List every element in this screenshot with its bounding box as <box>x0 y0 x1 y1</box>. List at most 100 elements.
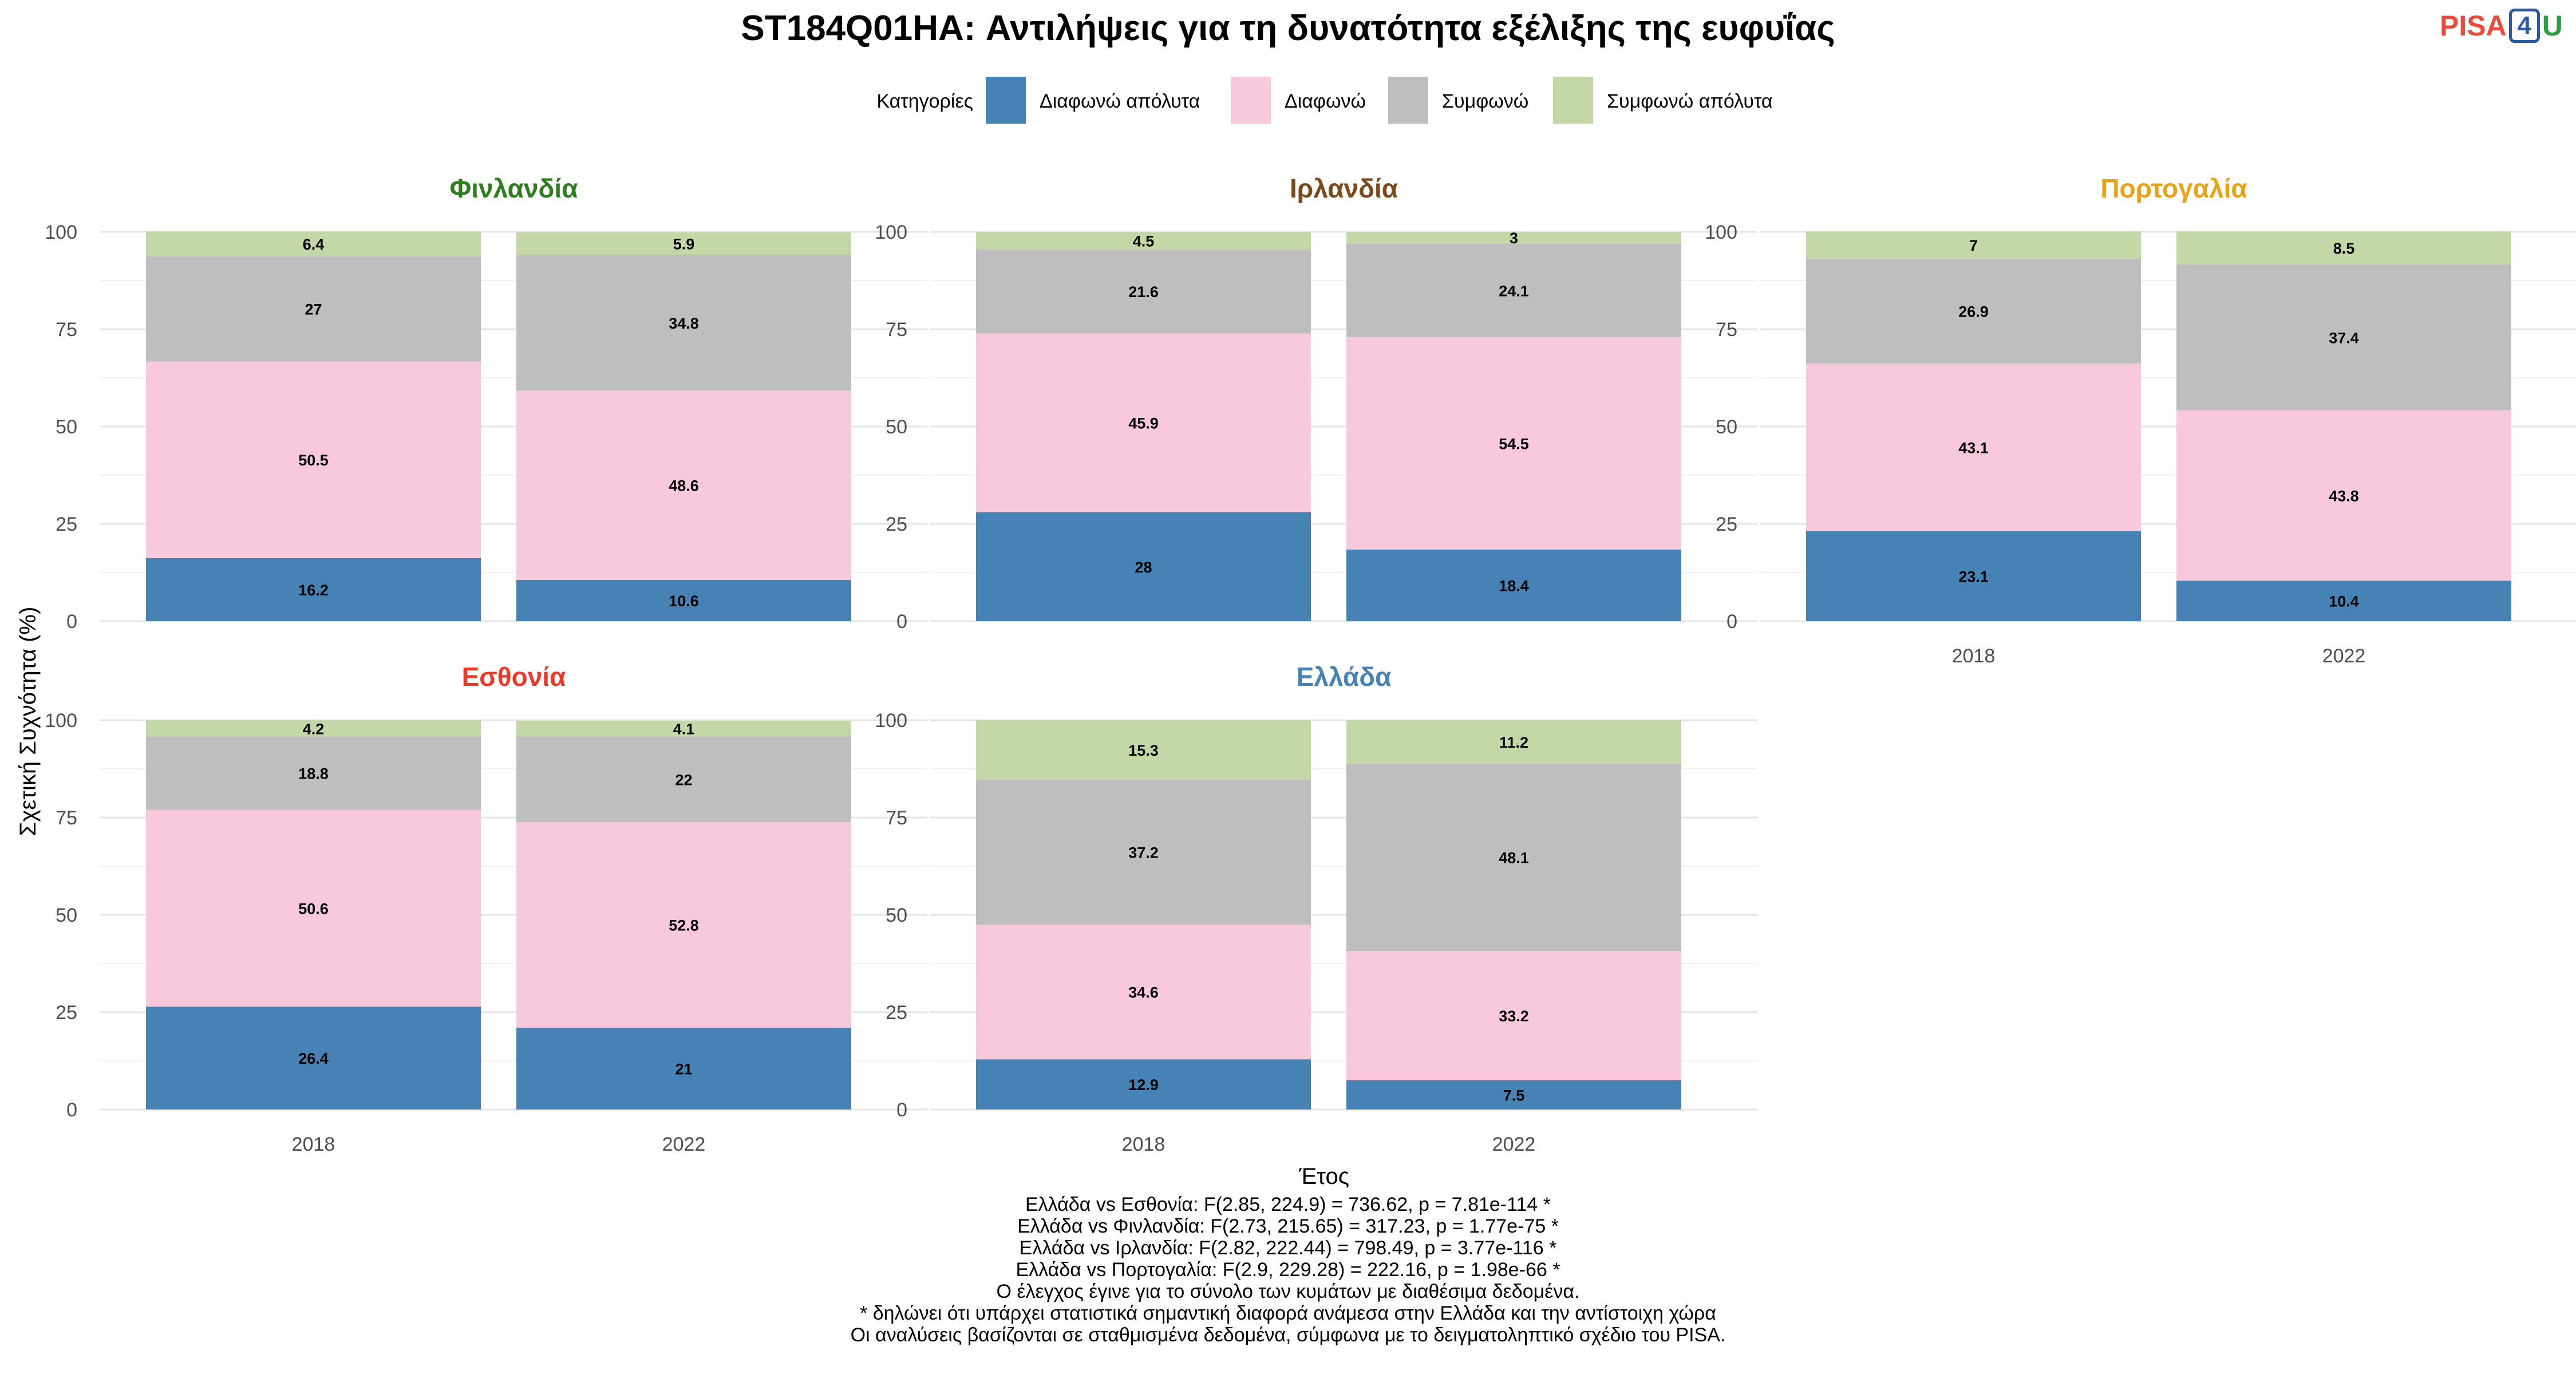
bar-segment-estonia-2018 <box>146 736 481 810</box>
data-label: 22 <box>675 771 692 788</box>
bar-segment-ireland-2018 <box>976 232 1311 250</box>
y-axis-title: Σχετική Συχνότητα (%) <box>15 607 41 836</box>
data-label: 43.8 <box>2329 487 2359 504</box>
bar-segment-ireland-2022 <box>1346 232 1681 244</box>
data-label: 16.2 <box>298 582 329 599</box>
data-label: 26.4 <box>298 1050 329 1067</box>
data-label: 34.8 <box>669 315 699 332</box>
bar-segment-finland-2018 <box>146 361 481 558</box>
data-label: 18.4 <box>1499 577 1529 594</box>
data-label: 28 <box>1135 559 1152 576</box>
facet-title-portugal: Πορτογαλία <box>2100 173 2247 203</box>
data-label: 48.6 <box>669 477 699 495</box>
logo-text-pisa: PISA <box>2440 10 2507 42</box>
bar-segment-portugal-2022 <box>2176 231 2511 265</box>
legend: Κατηγορίες Διαφωνώ απόλυτα Διαφωνώ Συμφω… <box>876 77 1773 124</box>
data-label: 54.5 <box>1499 436 1529 453</box>
data-label: 43.1 <box>1958 439 1989 456</box>
bar-segment-finland-2022 <box>516 232 851 255</box>
bar-segment-estonia-2018 <box>146 810 481 1007</box>
data-label: 12.9 <box>1128 1076 1159 1093</box>
bar-segment-ireland-2022 <box>1346 337 1681 550</box>
data-label: 48.1 <box>1499 850 1529 867</box>
y-tick-label: 25 <box>56 514 77 535</box>
data-label: 37.4 <box>2329 329 2359 346</box>
y-tick-label: 75 <box>56 807 77 829</box>
y-tick-label: 75 <box>886 807 907 829</box>
data-label: 7.5 <box>1503 1087 1525 1104</box>
bar-segment-portugal-2022 <box>2176 581 2511 621</box>
data-label: 11.2 <box>1499 734 1528 751</box>
y-tick-label: 75 <box>886 319 907 341</box>
facet-title-ireland: Ιρλανδία <box>1290 173 1398 203</box>
footnote-line: Ο έλεγχος έγινε για το σύνολο των κυμάτω… <box>996 1281 1580 1302</box>
y-tick-label: 0 <box>66 611 77 633</box>
bar-segment-portugal-2018 <box>1806 531 2141 621</box>
y-tick-label: 0 <box>1726 611 1737 633</box>
bar-segment-estonia-2022 <box>516 720 851 737</box>
bar-segment-greece-2018 <box>976 720 1311 780</box>
bar-segment-finland-2018 <box>146 558 481 621</box>
legend-label-disagree: Διαφωνώ <box>1285 90 1366 112</box>
y-tick-label: 25 <box>886 514 907 535</box>
data-label: 15.3 <box>1128 742 1159 759</box>
bar-segment-portugal-2018 <box>1806 363 2141 531</box>
x-tick-label: 2018 <box>1952 645 1996 667</box>
data-label: 10.4 <box>2329 593 2359 610</box>
y-tick-label: 50 <box>886 416 907 438</box>
bar-segment-ireland-2018 <box>976 512 1311 621</box>
data-label: 45.9 <box>1128 415 1159 432</box>
x-tick-label: 2022 <box>2322 645 2366 667</box>
data-label: 6.4 <box>303 236 325 253</box>
logo-text-4: 4 <box>2508 9 2540 43</box>
bar-segment-finland-2018 <box>146 231 481 256</box>
data-label: 34.6 <box>1128 984 1159 1001</box>
bar-segment-greece-2022 <box>1346 764 1681 951</box>
data-label: 52.8 <box>669 917 699 934</box>
data-label: 37.2 <box>1128 844 1159 862</box>
bar-segment-estonia-2022 <box>516 736 851 823</box>
footnote-line: Ελλάδα vs Πορτογαλία: F(2.9, 229.28) = 2… <box>1016 1259 1560 1281</box>
footnote-line: * δηλώνει ότι υπάρχει στατιστικά σημαντι… <box>860 1302 1716 1324</box>
legend-label-strongly-agree: Συμφωνώ απόλυτα <box>1607 90 1773 112</box>
legend-swatch-agree <box>1388 77 1428 124</box>
bar-segment-ireland-2018 <box>976 249 1311 334</box>
bar-segment-finland-2022 <box>516 390 851 580</box>
bar-segment-ireland-2018 <box>976 333 1311 512</box>
pisa4u-logo: PISA 4 U <box>2440 6 2563 46</box>
y-tick-label: 25 <box>1716 514 1737 535</box>
bar-segment-estonia-2018 <box>146 720 481 737</box>
footnotes: Ελλάδα vs Εσθονία: F(2.85, 224.9) = 736.… <box>0 1194 2576 1346</box>
data-label: 26.9 <box>1958 303 1989 320</box>
footnote-line: Ελλάδα vs Ιρλανδία: F(2.82, 222.44) = 79… <box>1019 1237 1557 1259</box>
x-tick-label: 2018 <box>292 1134 335 1155</box>
bar-segment-finland-2018 <box>146 256 481 362</box>
x-tick-label: 2022 <box>662 1134 706 1155</box>
x-axis-title: Έτος <box>1298 1164 1349 1189</box>
bar-segment-estonia-2022 <box>516 1028 851 1110</box>
legend-title: Κατηγορίες <box>876 90 973 112</box>
legend-swatch-strongly-disagree <box>986 77 1026 124</box>
bar-segment-portugal-2022 <box>2176 410 2511 581</box>
bar-segment-estonia-2022 <box>516 822 851 1028</box>
y-tick-label: 50 <box>56 416 77 438</box>
y-tick-label: 100 <box>45 222 77 243</box>
data-label: 33.2 <box>1499 1008 1529 1025</box>
bar-segment-finland-2022 <box>516 579 851 621</box>
bar-segment-greece-2022 <box>1346 720 1681 764</box>
y-tick-label: 75 <box>56 319 77 341</box>
data-label: 21.6 <box>1128 283 1159 301</box>
data-label: 50.6 <box>298 900 329 917</box>
footnote-line: Οι αναλύσεις βασίζονται σε σταθμισμένα δ… <box>850 1324 1726 1346</box>
legend-label-strongly-disagree: Διαφωνώ απόλυτα <box>1040 90 1200 112</box>
bar-segment-ireland-2022 <box>1346 243 1681 338</box>
data-label: 24.1 <box>1499 282 1529 299</box>
bar-segment-estonia-2018 <box>146 1006 481 1110</box>
data-label: 21 <box>675 1061 692 1078</box>
legend-label-agree: Συμφωνώ <box>1442 90 1528 112</box>
facet-panels: 0 25 50 75 100 Φινλανδία 16.2 50.5 27 6.4 10.6 48.6… <box>45 173 2576 1155</box>
x-tick-label: 2018 <box>1122 1134 1165 1155</box>
y-tick-label: 25 <box>56 1002 77 1024</box>
data-label: 5.9 <box>673 236 695 253</box>
